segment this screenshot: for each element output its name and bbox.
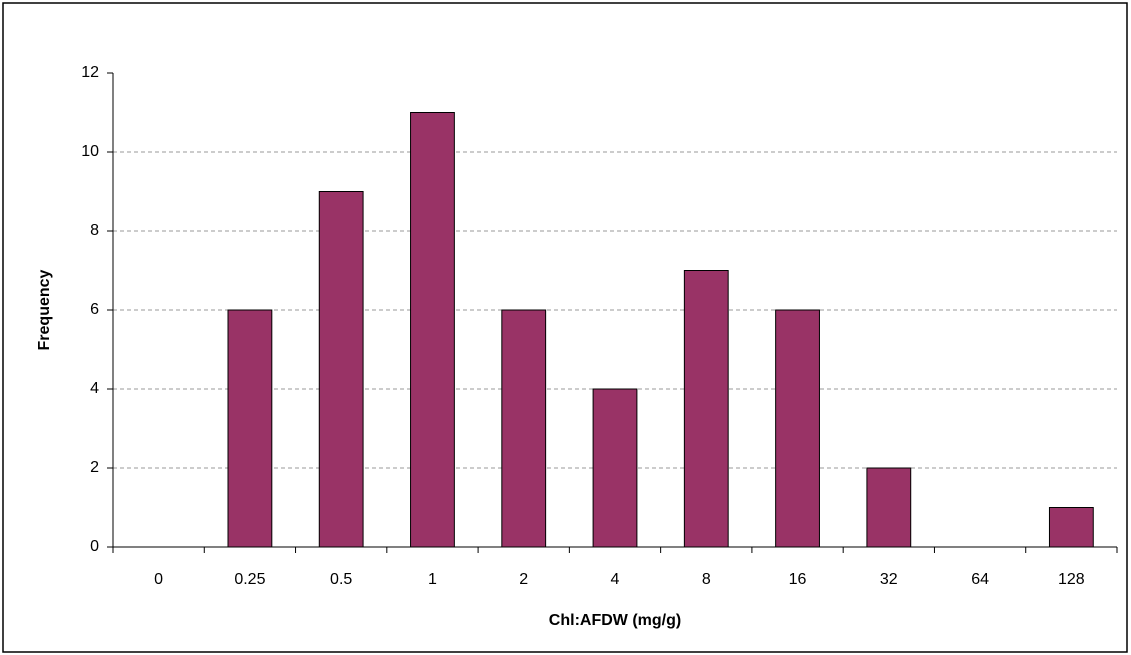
y-tick-label: 8 <box>90 222 99 239</box>
x-tick-label: 32 <box>880 571 898 588</box>
bar <box>410 112 455 548</box>
y-tick-label: 6 <box>90 301 99 318</box>
y-tick-label: 0 <box>90 538 99 555</box>
y-axis-label: Frequency <box>36 269 53 350</box>
bar <box>501 309 547 548</box>
x-tick-label: 0 <box>154 571 163 588</box>
y-tick-label: 10 <box>81 143 99 160</box>
x-tick-label: 2 <box>519 571 528 588</box>
y-tick-label: 4 <box>90 380 99 397</box>
x-tick-label: 1 <box>428 571 437 588</box>
y-tick-label: 2 <box>90 459 99 476</box>
x-tick-label: 0.5 <box>330 571 352 588</box>
x-tick-label: 16 <box>789 571 807 588</box>
x-tick-label: 64 <box>971 571 989 588</box>
bar <box>592 388 638 548</box>
bar <box>866 467 912 548</box>
x-tick-label: 128 <box>1058 571 1085 588</box>
bar <box>683 270 729 548</box>
bar <box>318 191 364 548</box>
bar <box>775 309 820 548</box>
x-axis-label: Chl:AFDW (mg/g) <box>549 612 681 629</box>
x-tick-label: 8 <box>702 571 711 588</box>
x-tick-label: 4 <box>611 571 620 588</box>
bar <box>1048 507 1094 548</box>
y-tick-label: 12 <box>81 64 99 81</box>
x-tick-label: 0.25 <box>234 571 265 588</box>
bar <box>227 309 273 548</box>
